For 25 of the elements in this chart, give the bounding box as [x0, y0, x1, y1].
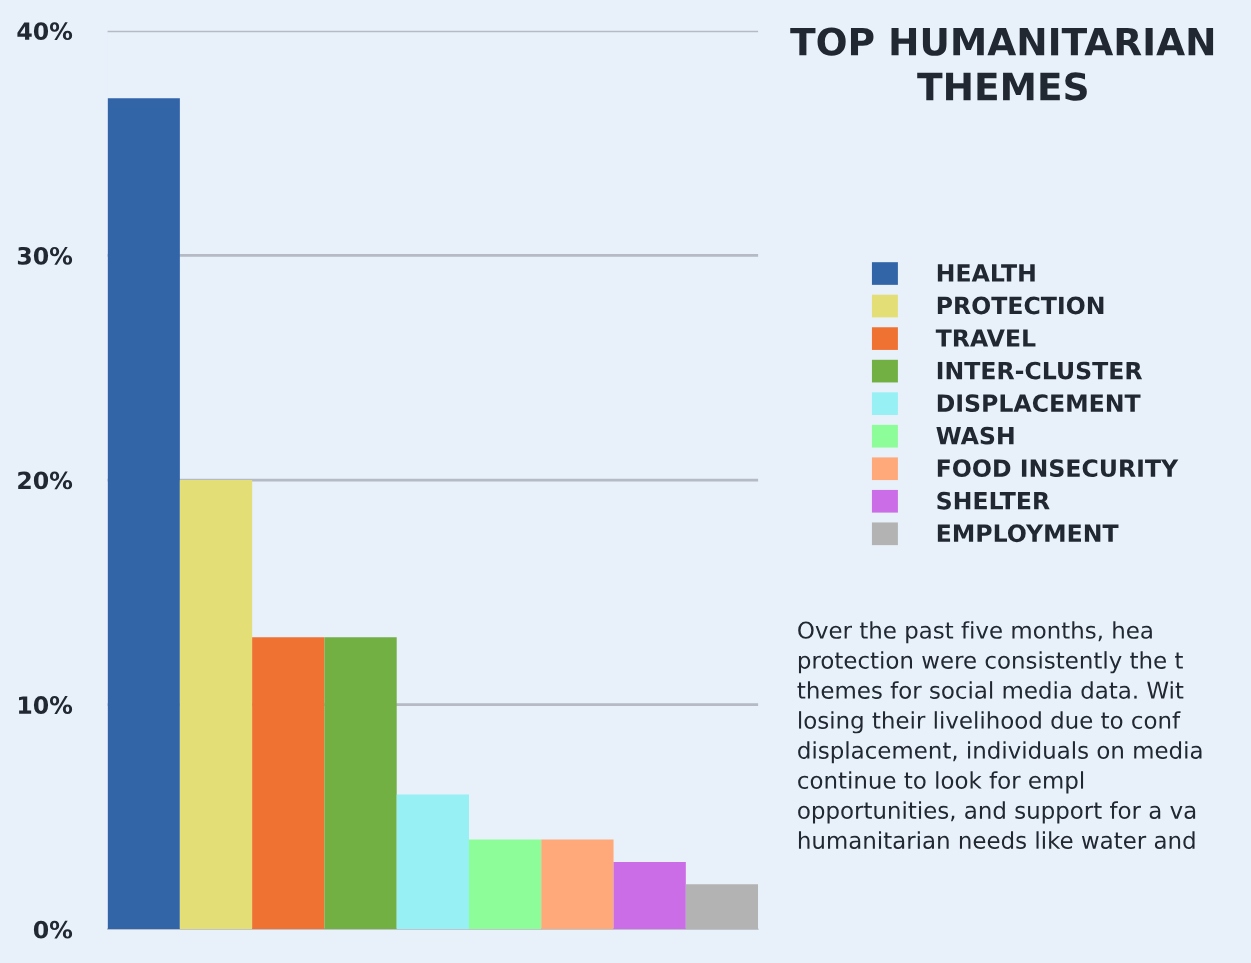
legend-label: TRAVEL	[935, 329, 1036, 347]
legend-label: PROTECTION	[937, 296, 1104, 315]
bar	[541, 839, 614, 930]
bar	[685, 884, 759, 930]
bar	[613, 861, 686, 930]
text: Over the past five months, hea protection were consistently the t themes for social media data. Wit losing their livelihood due to conf displacement, individuals on media continue to look for empl opportunities, and support for a va humanitarian needs like water and	[797, 621, 1202, 849]
bar	[468, 839, 542, 930]
y-tick-label: 30%	[17, 246, 73, 265]
bar	[107, 98, 180, 930]
y-tick-label: 40%	[17, 22, 73, 41]
y-tick-label: 0%	[33, 920, 73, 939]
y-tick-label: 10%	[19, 696, 73, 714]
legend-label: INTER-CLUSTER	[937, 361, 1143, 380]
legend-label: DISPLACEMENT	[937, 394, 1141, 413]
bar	[324, 637, 397, 930]
legend-label: WASH	[936, 426, 1014, 445]
legend-label: SHELTER	[937, 491, 1050, 510]
bar	[396, 794, 469, 930]
y-tick-label: 20%	[18, 471, 73, 490]
bar	[252, 637, 325, 930]
legend-label: FOOD INSECURITY	[937, 459, 1179, 478]
bar	[179, 480, 253, 930]
text: TOP HUMANITARIAN THEMES	[790, 27, 1214, 101]
legend-label: HEALTH	[937, 264, 1035, 282]
legend-label: EMPLOYMENT	[937, 524, 1119, 543]
